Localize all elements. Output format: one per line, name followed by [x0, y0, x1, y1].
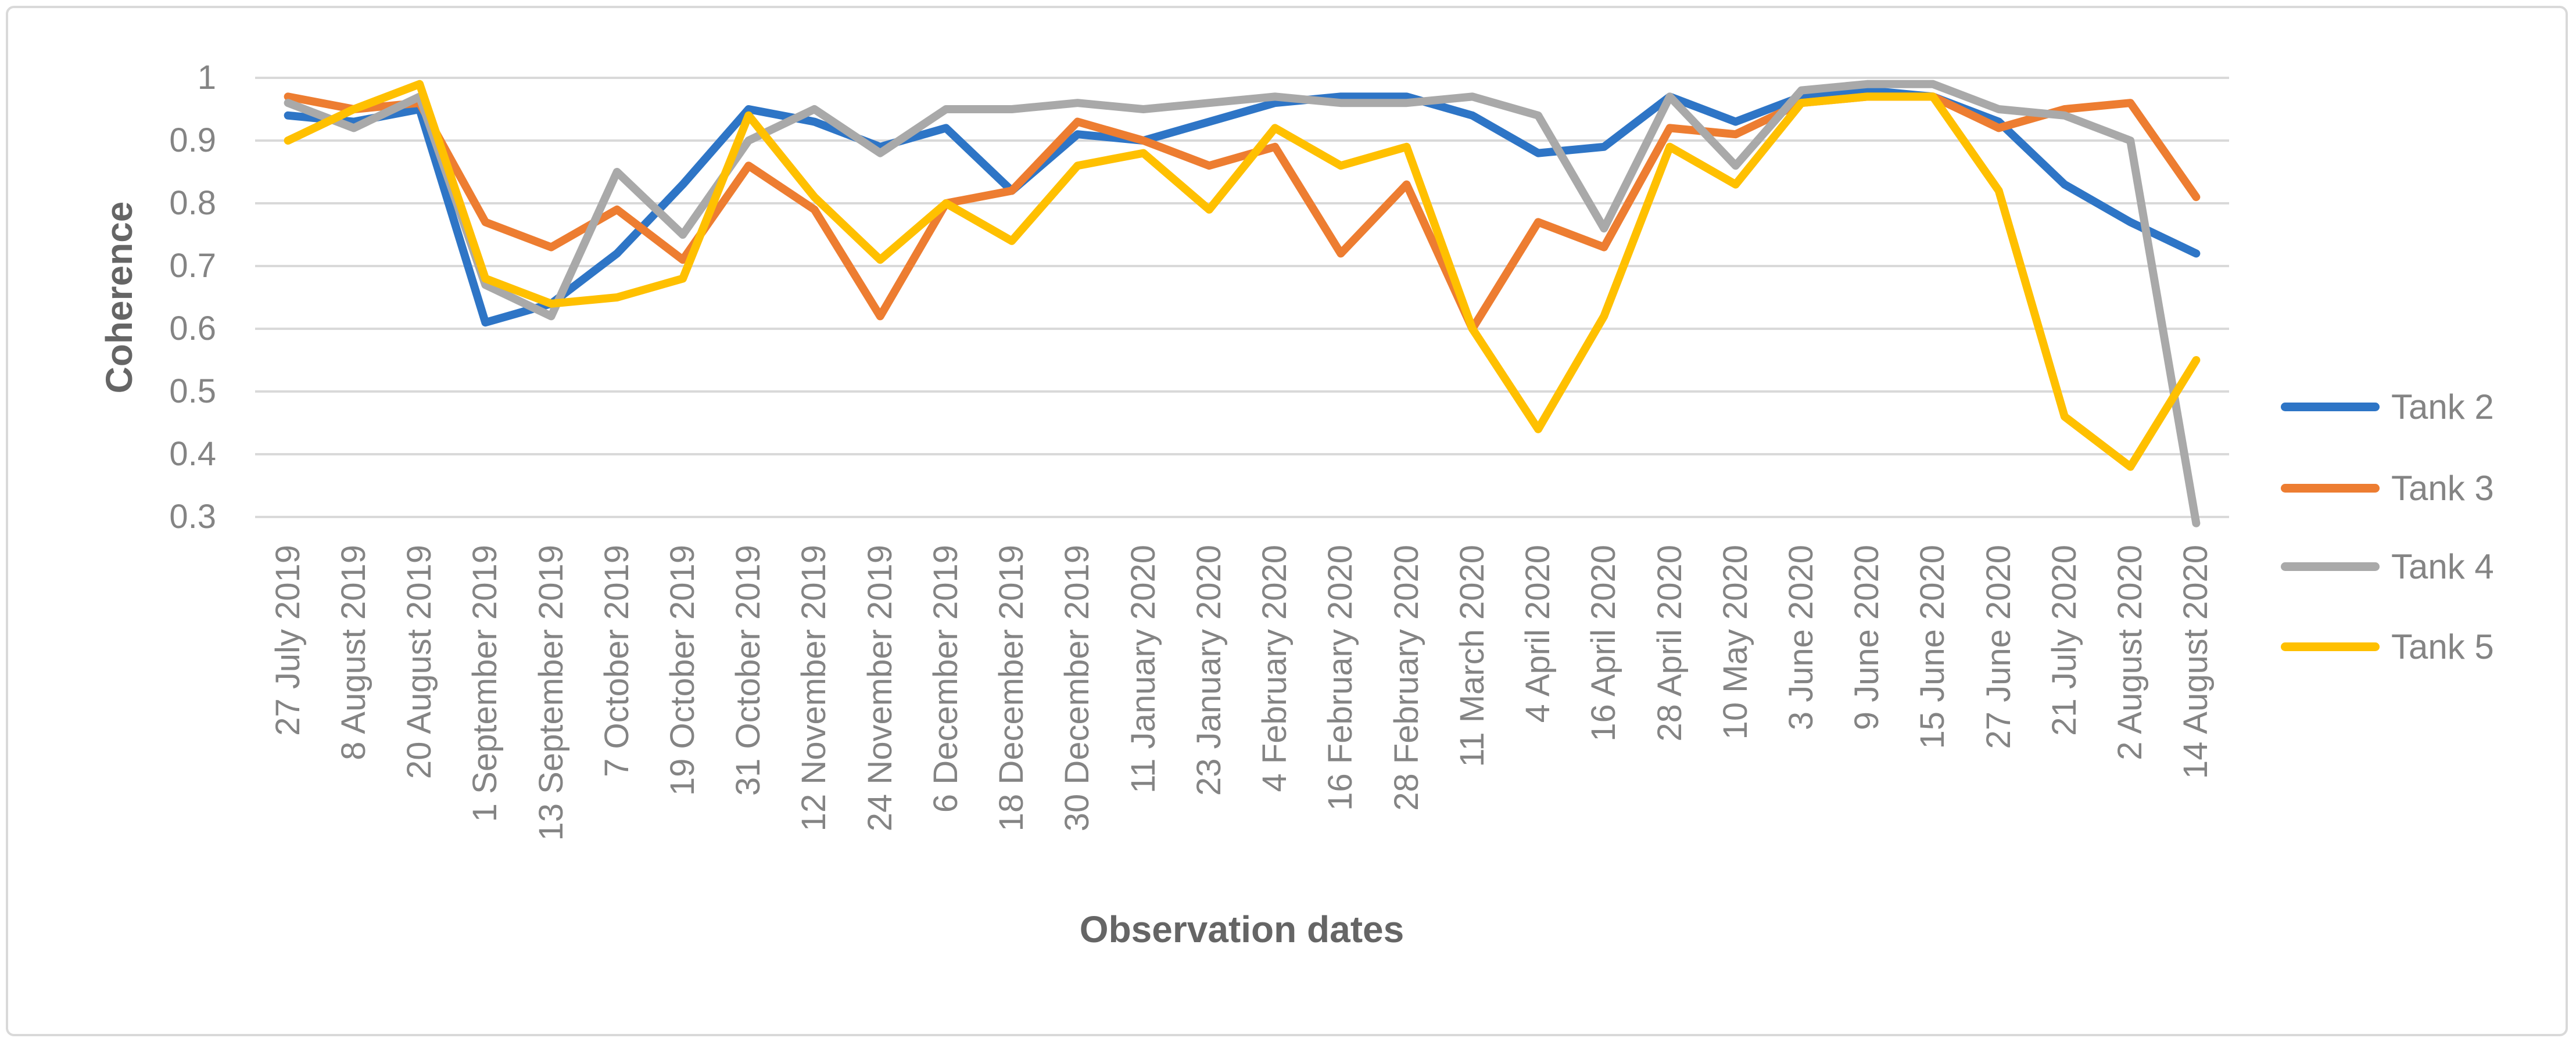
legend-label: Tank 5	[2391, 627, 2494, 666]
y-tick-label-0.8: 0.8	[169, 184, 216, 222]
x-tick-label: 4 April 2020	[1519, 545, 1557, 723]
y-tick-label-0.5: 0.5	[169, 372, 216, 410]
x-tick-label: 19 October 2019	[664, 545, 702, 796]
y-tick-label-0.4: 0.4	[169, 435, 216, 473]
x-tick-label: 14 August 2020	[2177, 545, 2215, 780]
series-line-tank-3[interactable]	[284, 92, 2201, 333]
x-tick-label: 9 June 2020	[1848, 545, 1886, 731]
y-tick-label-0.3: 0.3	[169, 498, 216, 536]
y-tick-label-0.6: 0.6	[169, 310, 216, 347]
series-line-tank-4[interactable]	[284, 80, 2201, 527]
x-tick-label: 20 August 2019	[400, 545, 439, 780]
x-tick-label: 18 December 2019	[993, 545, 1031, 832]
x-tick-label: 11 January 2020	[1124, 545, 1162, 793]
x-tick-label: 12 November 2019	[795, 545, 833, 832]
x-tick-label: 10 May 2020	[1716, 545, 1754, 740]
legend-swatch-icon	[2281, 562, 2380, 571]
legend-label: Tank 3	[2391, 468, 2494, 508]
legend-item-tank-3[interactable]: Tank 3	[2281, 468, 2494, 508]
legend-swatch-icon	[2281, 402, 2380, 411]
x-tick-label: 21 July 2020	[2045, 545, 2083, 736]
series-line-tank-5[interactable]	[284, 80, 2201, 471]
legend-item-tank-5[interactable]: Tank 5	[2281, 626, 2494, 667]
legend-swatch-icon	[2281, 483, 2380, 493]
x-tick-label: 27 June 2020	[1979, 545, 2018, 749]
legend-label: Tank 4	[2391, 547, 2494, 586]
y-axis-title: Coherence	[98, 201, 140, 394]
x-tick-label: 1 September 2019	[466, 545, 504, 822]
y-tick-label-0.7: 0.7	[169, 247, 216, 285]
x-tick-label: 16 April 2020	[1585, 545, 1623, 742]
x-tick-label: 24 November 2019	[861, 545, 899, 832]
legend-swatch-icon	[2281, 642, 2380, 651]
x-tick-label: 28 April 2020	[1650, 545, 1689, 742]
legend-label: Tank 2	[2391, 387, 2494, 426]
x-tick-label: 30 December 2019	[1058, 545, 1097, 832]
x-tick-label: 8 August 2019	[334, 545, 372, 760]
x-tick-label: 2 August 2020	[2111, 545, 2149, 760]
x-tick-label: 13 September 2019	[532, 545, 570, 841]
x-tick-label: 23 January 2020	[1190, 545, 1228, 796]
legend-item-tank-4[interactable]: Tank 4	[2281, 546, 2494, 587]
legend-item-tank-2[interactable]: Tank 2	[2281, 386, 2494, 427]
x-axis-title: Observation dates	[1079, 908, 1405, 950]
y-tick-label-0.9: 0.9	[169, 121, 216, 159]
series-line-tank-2[interactable]	[284, 86, 2201, 327]
x-tick-label: 16 February 2020	[1321, 545, 1360, 811]
x-tick-label: 11 March 2020	[1453, 545, 1491, 767]
x-tick-label: 4 February 2020	[1256, 545, 1294, 792]
x-tick-label: 28 February 2020	[1387, 545, 1425, 811]
x-tick-label: 27 July 2019	[268, 545, 307, 736]
x-tick-label: 6 December 2019	[926, 545, 965, 813]
x-tick-label: 7 October 2019	[597, 545, 636, 777]
x-tick-label: 3 June 2020	[1782, 545, 1820, 731]
y-tick-label-1: 1	[197, 59, 216, 96]
x-tick-label: 31 October 2019	[729, 545, 768, 796]
x-tick-label: 15 June 2020	[1914, 545, 1952, 749]
